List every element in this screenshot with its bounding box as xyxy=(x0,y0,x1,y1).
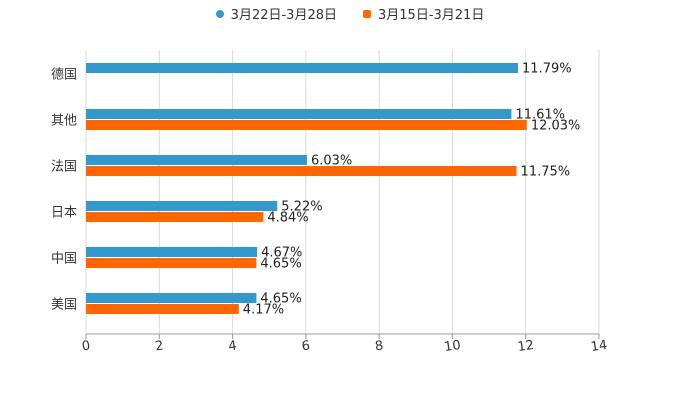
bar-series-2-5 xyxy=(86,304,239,314)
data-label-series-1-1: 11.61% xyxy=(515,108,565,123)
x-tick-label-0: 0 xyxy=(81,338,91,354)
bar-series-1-2 xyxy=(86,155,307,165)
data-label-series-1-3: 5.22% xyxy=(281,200,322,215)
data-label-series-2-4: 4.65% xyxy=(260,257,301,272)
category-label-2: 法国 xyxy=(51,160,77,175)
bar-series-1-4 xyxy=(86,247,258,257)
data-label-series-2-3: 4.84% xyxy=(267,211,308,226)
data-label-series-2-2: 11.75% xyxy=(521,165,571,180)
data-label-series-1-0: 11.79% xyxy=(522,62,572,77)
legend-item-series-1[interactable]: 3月22日-3月28日 xyxy=(215,4,337,23)
bar-series-2-1 xyxy=(86,120,527,130)
category-label-1: 其他 xyxy=(51,114,77,129)
x-tick-label-12: 12 xyxy=(517,338,535,355)
bar-series-2-2 xyxy=(86,166,517,176)
category-label-5: 美国 xyxy=(51,298,77,313)
bar-series-1-5 xyxy=(86,293,257,303)
x-tick-label-8: 8 xyxy=(374,338,384,354)
legend-marker-series-1 xyxy=(215,9,224,18)
category-label-4: 中国 xyxy=(51,252,77,267)
legend-label-series-2: 3月15日-3月21日 xyxy=(378,8,485,23)
bar-series-1-3 xyxy=(86,201,278,211)
data-label-series-1-2: 6.03% xyxy=(311,154,352,169)
legend-marker-series-2 xyxy=(363,9,371,18)
data-label-series-2-5: 4.17% xyxy=(243,303,284,318)
category-label-0: 德国 xyxy=(51,68,77,83)
x-tick-label-14: 14 xyxy=(590,338,608,355)
legend: 3月22日-3月28日 3月15日-3月21日 xyxy=(0,4,700,23)
legend-label-series-1: 3月22日-3月28日 xyxy=(230,8,337,23)
x-tick-label-2: 2 xyxy=(154,338,164,354)
bar-series-1-1 xyxy=(86,109,512,119)
bar-series-2-4 xyxy=(86,258,257,268)
bar-series-2-3 xyxy=(86,212,264,222)
x-tick-label-10: 10 xyxy=(443,338,461,355)
legend-item-series-2[interactable]: 3月15日-3月21日 xyxy=(363,4,484,23)
category-label-3: 日本 xyxy=(51,206,77,221)
data-label-series-1-5: 4.65% xyxy=(260,292,301,307)
data-label-series-2-1: 12.03% xyxy=(531,119,581,134)
x-tick-label-4: 4 xyxy=(227,338,237,354)
data-label-series-1-4: 4.67% xyxy=(261,246,302,261)
x-tick-label-6: 6 xyxy=(301,338,311,354)
bar-series-1-0 xyxy=(86,63,519,73)
